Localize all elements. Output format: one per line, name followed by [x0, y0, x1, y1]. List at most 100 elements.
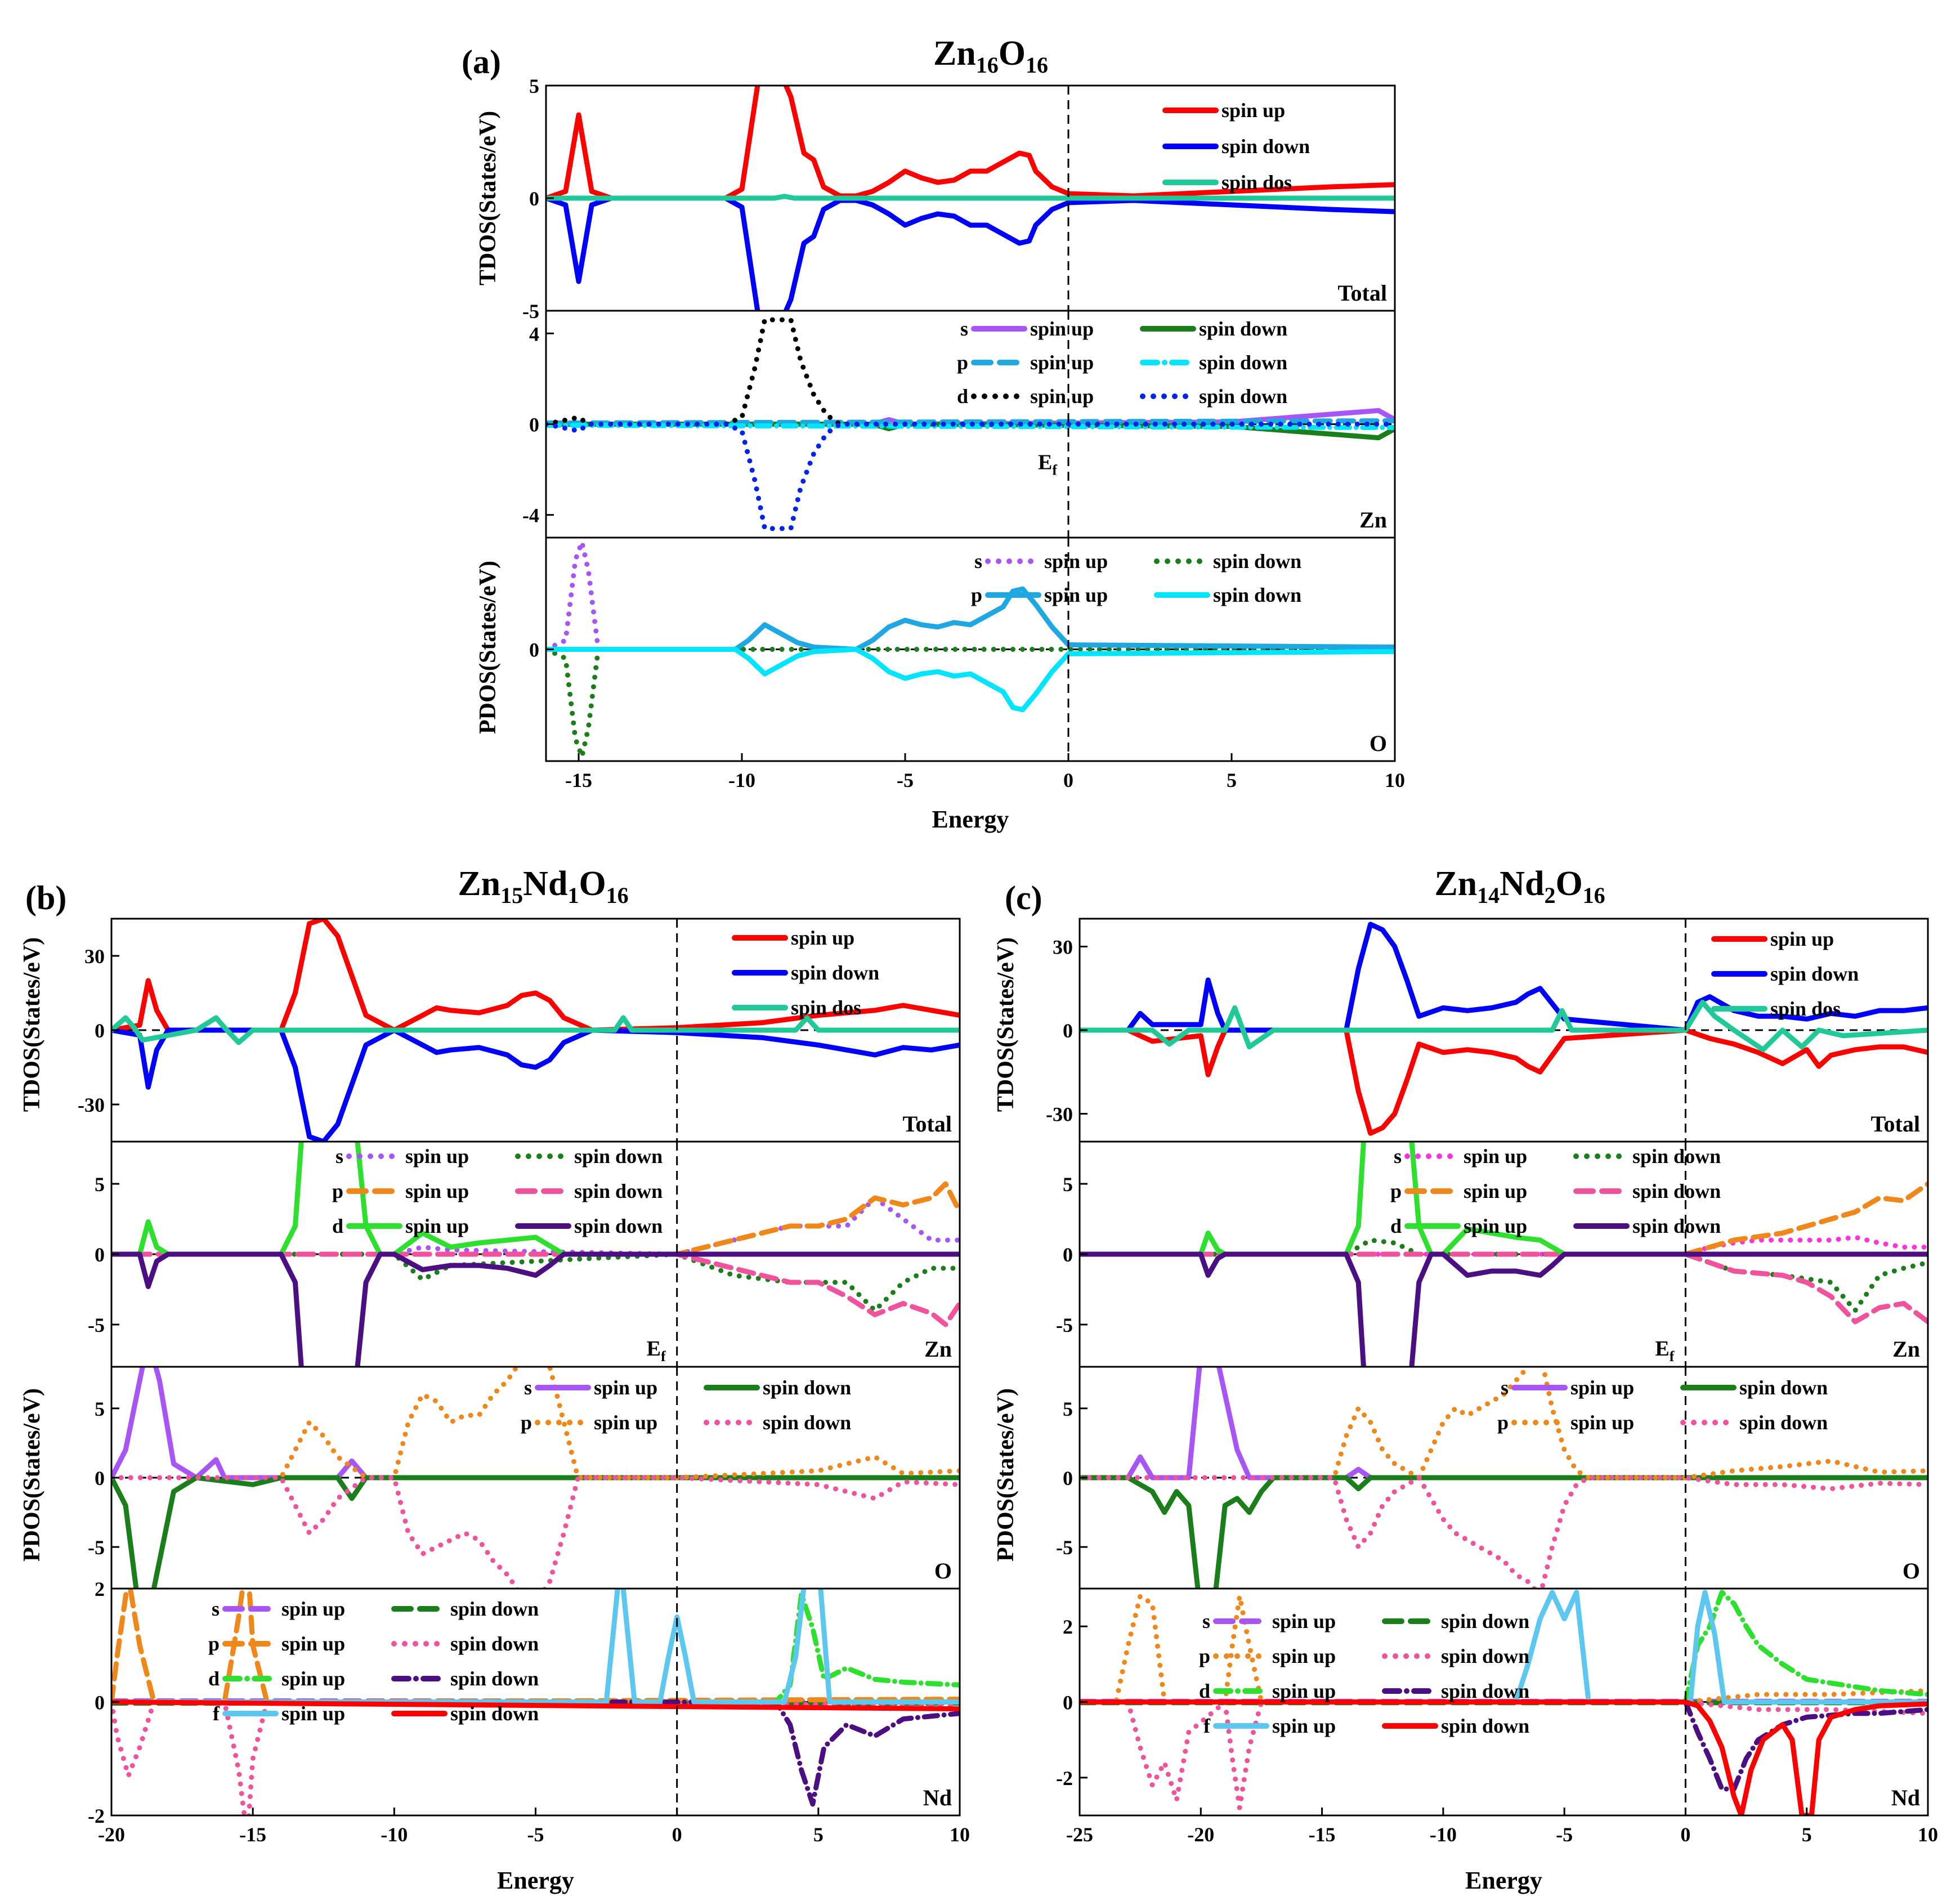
legend-label: spin down: [574, 1180, 663, 1202]
y-axis-label-tdos: TDOS(States/eV): [475, 111, 501, 285]
legend-orbital: p: [332, 1180, 343, 1202]
y-tick-label: -5: [88, 1314, 105, 1336]
legend-label: spin up: [1272, 1680, 1336, 1702]
series-d-spin-down: [1080, 1251, 1928, 1367]
x-tick-label: -20: [98, 1823, 125, 1846]
title-text: O: [1555, 865, 1582, 903]
legend-label: spin up: [1464, 1145, 1527, 1168]
x-tick-label: -10: [728, 769, 755, 791]
subpanel-name: Nd: [1891, 1785, 1920, 1810]
title-text: Nd: [1500, 865, 1544, 903]
legend: s spin up spin down p spin up spin down: [521, 1376, 851, 1434]
title-subscript: 14: [1477, 883, 1500, 908]
series-group: [546, 317, 1395, 531]
x-tick-label: 5: [813, 1823, 824, 1846]
series-s-spin-down: [111, 1251, 960, 1313]
y-tick-label: 0: [1063, 1019, 1073, 1042]
series-p-spin-down: [546, 647, 1395, 713]
y-tick-label: 5: [95, 1398, 105, 1420]
legend-orbital: s: [212, 1598, 220, 1620]
y-tick-label: -4: [522, 504, 539, 527]
legend-orbital: p: [521, 1411, 532, 1434]
panel-label: (a): [462, 43, 501, 80]
subpanel-zn: -5 0 5 Zn Ef s spin up spin down p spin up spin do…: [1056, 1140, 1929, 1368]
legend-label: spin dos: [1770, 998, 1841, 1020]
subpanel-name: O: [1370, 731, 1387, 756]
y-tick-label: -30: [1046, 1103, 1073, 1126]
subpanel-name: O: [1903, 1558, 1920, 1584]
legend-label: spin down: [1770, 963, 1859, 985]
subpanel-o: 0 Os spin up spin down p spin up spin down: [529, 536, 1396, 762]
title-subscript: 16: [976, 52, 999, 78]
series-spin-up: [1080, 1027, 1928, 1136]
legend-orbital: d: [957, 385, 968, 408]
y-tick-label: 5: [95, 1173, 105, 1196]
x-tick-label: 10: [1385, 769, 1405, 791]
subpanel-name: Zn: [1892, 1336, 1920, 1362]
legend-orbital: s: [974, 550, 982, 572]
legend-orbital: p: [1390, 1180, 1402, 1202]
x-tick-label: -5: [897, 769, 914, 791]
y-tick-label: -5: [88, 1536, 105, 1559]
legend-label: spin down: [574, 1145, 663, 1168]
series-group: [1080, 1142, 1928, 1367]
y-tick-label: -2: [88, 1805, 105, 1827]
x-tick-label: 5: [1227, 769, 1237, 791]
legend-label: spin down: [450, 1702, 539, 1725]
legend-orbital: f: [1203, 1715, 1211, 1737]
x-tick-label: -20: [1187, 1823, 1214, 1846]
y-tick-label: 0: [1063, 1467, 1073, 1490]
x-axis-label: Energy: [932, 806, 1009, 833]
x-tick-label: -10: [1430, 1823, 1457, 1846]
series-spin-dos: [111, 1015, 960, 1045]
legend: s spin up spin down p spin up spin down d spin …: [1390, 1145, 1721, 1237]
legend-label: spin down: [1441, 1680, 1529, 1702]
fermi-label-subscript: f: [661, 1348, 666, 1365]
legend-orbital: s: [335, 1145, 343, 1168]
subpanel-nd: -2 0 2 Nd s spin up spin down p spin up spin down…: [1056, 1587, 1929, 1817]
series-s-spin-down: [1080, 1475, 1928, 1589]
y-tick-label: 5: [1063, 1398, 1073, 1420]
legend: spin up spin down spin dos: [1162, 99, 1310, 194]
series-p-spin-down: [111, 1251, 960, 1327]
legend-label: spin down: [1441, 1715, 1529, 1737]
legend-label: spin down: [450, 1598, 539, 1620]
legend-label: spin down: [1199, 317, 1287, 340]
fermi-label-text: E: [647, 1337, 661, 1361]
legend-label: spin down: [1199, 351, 1287, 374]
title-subscript: 16: [1026, 52, 1048, 78]
y-tick-label: 30: [1053, 936, 1073, 959]
subpanel-o: -5 0 5 Os spin up spin down p spin up spin down: [88, 1366, 961, 1590]
fermi-label: Ef: [647, 1337, 666, 1365]
y-tick-label: 0: [1063, 1244, 1073, 1266]
y-tick-label: 0: [529, 414, 539, 436]
legend-label: spin down: [1441, 1645, 1529, 1667]
legend: s spin up spin down p spin up spin down d spin …: [957, 317, 1287, 408]
series-f-spin-up: [1080, 1590, 1928, 1705]
legend-label: spin up: [281, 1702, 345, 1725]
series-p-spin-up: [111, 1367, 960, 1480]
y-tick-label: 30: [84, 945, 105, 968]
series-d-spin-up: [111, 1591, 960, 1705]
legend-orbital: p: [957, 351, 968, 374]
y-tick-label: 0: [95, 1019, 105, 1042]
legend: s spin up spin down p spin up spin down: [971, 550, 1301, 606]
legend-orbital: s: [960, 317, 968, 340]
x-tick-label: -15: [239, 1823, 266, 1846]
subpanel-o: -5 0 5 Os spin up spin down p spin up spin down: [1056, 1366, 1929, 1590]
legend-label: spin up: [1030, 317, 1094, 340]
series-p-spin-down: [1080, 1699, 1928, 1811]
legend-orbital: d: [1390, 1215, 1402, 1237]
x-tick-label: 0: [1680, 1823, 1690, 1846]
y-tick-label: 0: [529, 187, 539, 210]
legend-orbital: d: [208, 1667, 220, 1690]
subpanel-name: O: [934, 1558, 952, 1584]
series-f-spin-down: [111, 1699, 960, 1712]
title-text: Zn: [458, 865, 500, 903]
series-p-spin-down: [1080, 1475, 1928, 1589]
legend-label: spin down: [1739, 1376, 1828, 1399]
legend-orbital: d: [332, 1215, 343, 1237]
series-p-spin-up: [1080, 1593, 1928, 1705]
series-d-spin-up: [1080, 1142, 1928, 1257]
